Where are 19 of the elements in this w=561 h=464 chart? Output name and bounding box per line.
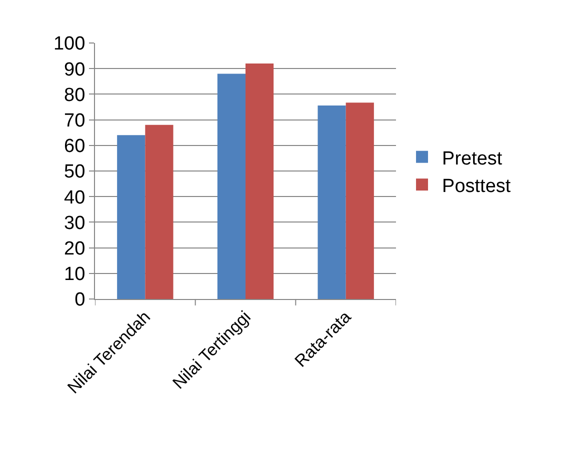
- bar: [217, 74, 246, 299]
- bar: [318, 105, 346, 299]
- bar: [346, 102, 374, 299]
- y-tick-label: 40: [64, 187, 86, 208]
- bar: [117, 135, 146, 299]
- y-tick-label: 100: [53, 34, 86, 55]
- y-tick-label: 80: [64, 84, 86, 106]
- y-tick-label: 20: [64, 238, 86, 260]
- legend-label: Pretest: [442, 148, 503, 170]
- y-tick-label: 50: [64, 162, 86, 183]
- y-tick-label: 70: [64, 110, 86, 132]
- y-tick-label: 0: [74, 290, 86, 311]
- y-tick-label: 10: [64, 264, 86, 286]
- y-tick-label: 90: [64, 59, 86, 80]
- bar: [145, 124, 174, 299]
- y-tick-label: 60: [64, 136, 86, 158]
- bar: [246, 63, 274, 299]
- y-tick-label: 30: [64, 212, 86, 234]
- legend-label: Posttest: [442, 176, 512, 197]
